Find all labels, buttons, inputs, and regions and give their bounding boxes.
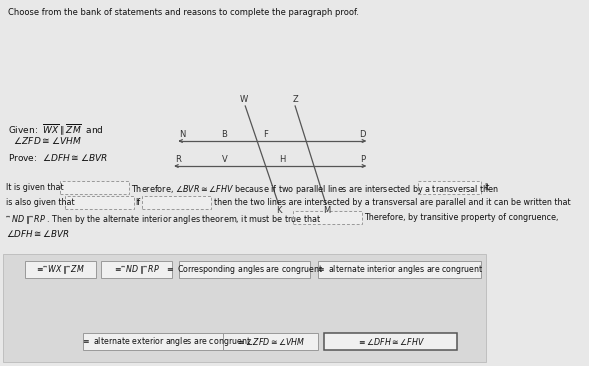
Text: then the two lines are intersected by a transversal are parallel and it can be w: then the two lines are intersected by a … bbox=[214, 198, 570, 207]
Text: Given:  $\overline{WX} \parallel \overline{ZM}$  and: Given: $\overline{WX} \parallel \overlin… bbox=[8, 122, 104, 137]
Bar bbox=[223, 333, 319, 350]
Text: N: N bbox=[179, 130, 186, 139]
Text: P: P bbox=[360, 155, 365, 164]
Text: F: F bbox=[264, 130, 269, 139]
Bar bbox=[65, 196, 134, 209]
Text: W: W bbox=[240, 95, 248, 104]
Text: R: R bbox=[175, 155, 181, 164]
Bar bbox=[142, 196, 211, 209]
Text: Therefore, $\angle BVR \cong \angle FHV$ because if two parallel lines are inter: Therefore, $\angle BVR \cong \angle FHV$… bbox=[131, 183, 499, 196]
Bar bbox=[178, 261, 310, 278]
Text: K: K bbox=[277, 206, 282, 215]
Text: It: It bbox=[484, 183, 489, 192]
Bar bbox=[101, 261, 172, 278]
Text: It is given that: It is given that bbox=[6, 183, 64, 192]
Bar bbox=[25, 261, 95, 278]
Bar bbox=[4, 254, 487, 362]
Text: H: H bbox=[279, 155, 286, 164]
Text: M: M bbox=[323, 206, 330, 215]
Bar bbox=[83, 333, 249, 350]
Bar bbox=[293, 211, 362, 224]
Text: D: D bbox=[359, 130, 366, 139]
Text: If: If bbox=[135, 198, 141, 207]
Text: $\equiv \overleftrightarrow{ND} \parallel \overleftrightarrow{RP}$: $\equiv \overleftrightarrow{ND} \paralle… bbox=[113, 263, 160, 276]
Text: $\equiv$ Corresponding angles are congruent: $\equiv$ Corresponding angles are congru… bbox=[165, 263, 323, 276]
Text: $\equiv \overleftrightarrow{WX} \parallel \overleftrightarrow{ZM}$: $\equiv \overleftrightarrow{WX} \paralle… bbox=[35, 263, 85, 276]
Text: $\overleftrightarrow{ND} \parallel \overleftrightarrow{RP}$ . Then by the altern: $\overleftrightarrow{ND} \parallel \over… bbox=[6, 213, 321, 226]
Text: Prove:  $\angle DFH \cong \angle BVR$: Prove: $\angle DFH \cong \angle BVR$ bbox=[8, 152, 108, 163]
Bar bbox=[60, 181, 129, 194]
Text: $\angle ZFD \cong \angle VHM$: $\angle ZFD \cong \angle VHM$ bbox=[8, 135, 82, 146]
Text: $\equiv$ alternate interior angles are congruent: $\equiv$ alternate interior angles are c… bbox=[316, 263, 484, 276]
Text: is also given that: is also given that bbox=[6, 198, 74, 207]
Text: Choose from the bank of statements and reasons to complete the paragraph proof.: Choose from the bank of statements and r… bbox=[8, 8, 359, 17]
Bar bbox=[319, 261, 481, 278]
Bar bbox=[418, 181, 481, 194]
Text: Therefore, by transitive property of congruence,: Therefore, by transitive property of con… bbox=[364, 213, 558, 222]
Bar bbox=[324, 333, 457, 350]
Text: Z: Z bbox=[293, 95, 299, 104]
Text: $\angle DFH \cong \angle BVR$: $\angle DFH \cong \angle BVR$ bbox=[6, 228, 70, 239]
Text: V: V bbox=[221, 155, 227, 164]
Text: $\equiv$ alternate exterior angles are congruent: $\equiv$ alternate exterior angles are c… bbox=[81, 335, 252, 348]
Text: $\equiv \angle DFH \cong \angle FHV$: $\equiv \angle DFH \cong \angle FHV$ bbox=[356, 336, 425, 347]
Text: B: B bbox=[221, 130, 227, 139]
Text: $\equiv \angle ZFD \cong \angle VHM$: $\equiv \angle ZFD \cong \angle VHM$ bbox=[236, 336, 305, 347]
